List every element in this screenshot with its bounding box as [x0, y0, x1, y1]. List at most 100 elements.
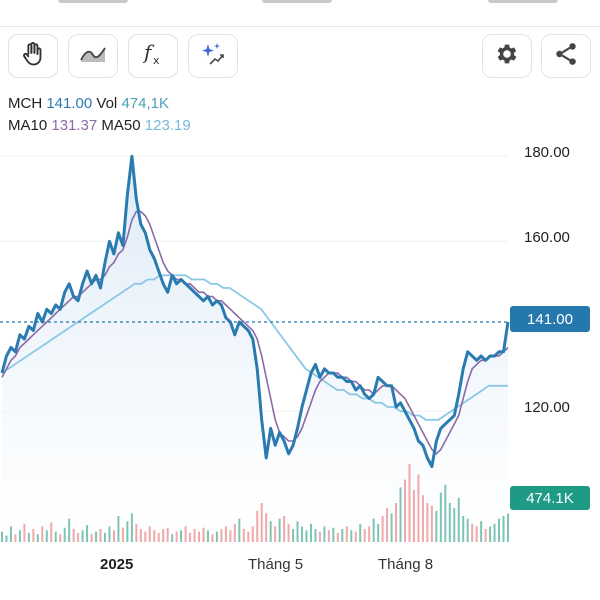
- volume-bar: [224, 526, 227, 542]
- volume-value: 474,1K: [121, 95, 169, 112]
- volume-bar: [112, 530, 115, 542]
- volume-bar: [36, 534, 39, 542]
- settings-button[interactable]: [482, 34, 532, 78]
- svg-text:x: x: [153, 54, 160, 67]
- volume-bar: [404, 479, 407, 542]
- volume-bar: [381, 516, 384, 542]
- chart-type-button[interactable]: [68, 34, 118, 78]
- volume-bar: [493, 523, 496, 542]
- volume-bar: [256, 510, 259, 542]
- price-line: [0, 154, 510, 468]
- volume-bar: [453, 508, 456, 542]
- top-tab-strip: [0, 0, 600, 27]
- current-volume-tag: 474.1K: [510, 486, 590, 510]
- volume-bar: [278, 518, 281, 542]
- volume-bar: [117, 516, 120, 542]
- ma10-label: MA10: [8, 117, 48, 134]
- volume-bar: [229, 530, 232, 542]
- volume-bar: [421, 495, 424, 542]
- volume-bar: [417, 474, 420, 542]
- volume-bar: [166, 527, 169, 542]
- tab-indicator: [262, 0, 332, 3]
- volume-bar: [5, 535, 8, 542]
- ticker-symbol: MCH: [8, 95, 43, 112]
- volume-bar: [269, 521, 272, 542]
- volume-bar: [466, 518, 469, 542]
- volume-bar: [18, 530, 21, 542]
- volume-bar: [193, 529, 196, 542]
- volume-bar: [130, 513, 133, 542]
- volume-bar: [426, 503, 429, 542]
- volume-bar: [247, 531, 250, 542]
- volume-bar: [484, 529, 487, 542]
- volume-bar: [103, 532, 106, 542]
- x-tick-label: 2025: [100, 556, 134, 573]
- volume-bar: [305, 530, 308, 542]
- volume-bar: [251, 526, 254, 542]
- volume-bar: [233, 523, 236, 542]
- volume-bar: [180, 530, 183, 542]
- volume-bar: [211, 534, 214, 542]
- volume-bar: [354, 531, 357, 542]
- volume-bar: [50, 522, 53, 542]
- y-tick-label: 180.00: [524, 144, 570, 161]
- volume-bar: [507, 513, 509, 542]
- volume-bar: [23, 523, 26, 542]
- hand-tool-button[interactable]: [8, 34, 58, 78]
- volume-bar: [41, 526, 44, 542]
- volume-bar: [395, 503, 398, 542]
- volume-bar: [439, 492, 442, 542]
- ma-legend: MA10 131.37 MA50 123.19: [8, 117, 191, 134]
- volume-bar: [341, 529, 344, 542]
- volume-bar: [372, 518, 375, 542]
- tab-indicator: [488, 0, 558, 3]
- ai-drawing-button[interactable]: [188, 34, 238, 78]
- volume-bar: [399, 487, 402, 542]
- volume-bar: [502, 516, 505, 542]
- volume-bar: [54, 531, 57, 542]
- volume-bar: [318, 531, 321, 542]
- volume-bar: [63, 527, 66, 542]
- volume-bar: [260, 503, 263, 542]
- volume-bar: [77, 532, 80, 542]
- volume-bar: [242, 529, 245, 542]
- volume-bar: [475, 526, 478, 542]
- y-tick-label: 120.00: [524, 399, 570, 416]
- volume-bar: [323, 526, 326, 542]
- last-price: 141.00: [46, 95, 93, 112]
- volume-bar: [462, 516, 465, 542]
- volume-bar: [27, 532, 30, 542]
- volume-bar: [68, 518, 71, 542]
- sparkle-icon: [198, 40, 228, 73]
- volume-bar: [108, 526, 111, 542]
- volume-bar: [336, 532, 339, 542]
- volume-bar: [498, 518, 501, 542]
- volume-bar: [9, 526, 12, 542]
- volume-bar: [327, 530, 330, 542]
- volume-bar: [206, 530, 209, 542]
- volume-bar: [408, 464, 411, 542]
- volume-bar: [368, 526, 371, 542]
- share-button[interactable]: [541, 34, 591, 78]
- volume-bar: [86, 525, 89, 542]
- volume-bar: [153, 530, 156, 542]
- volume-bar: [198, 531, 201, 542]
- volume-bar: [471, 523, 474, 542]
- ma50-line: [1, 274, 508, 421]
- volume-bar: [175, 531, 178, 542]
- ma50-label: MA50: [101, 117, 141, 134]
- volume-bar: [287, 523, 290, 542]
- volume-bar: [265, 513, 268, 542]
- volume-bar: [32, 529, 35, 542]
- y-tick-label: 160.00: [524, 229, 570, 246]
- volume-bar: [135, 523, 138, 542]
- volume-bar: [301, 526, 304, 542]
- volume-bar: [412, 490, 415, 542]
- volume-bar: [480, 521, 483, 542]
- ma50-value: 123.19: [144, 117, 191, 134]
- volume-bar: [345, 526, 348, 542]
